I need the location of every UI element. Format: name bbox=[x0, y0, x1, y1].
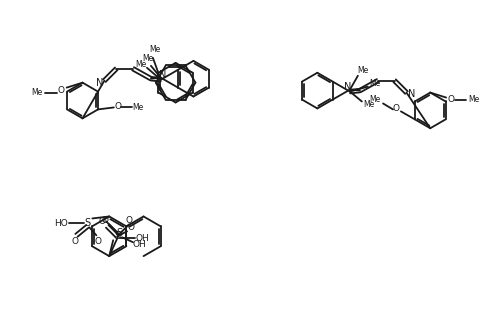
Text: Me: Me bbox=[149, 45, 160, 54]
Text: Me: Me bbox=[135, 60, 146, 69]
Text: O: O bbox=[125, 216, 132, 225]
Text: O: O bbox=[99, 217, 105, 226]
Text: O: O bbox=[114, 102, 121, 111]
Text: O: O bbox=[95, 237, 102, 246]
Text: N: N bbox=[344, 82, 351, 92]
Text: Me: Me bbox=[31, 88, 42, 97]
Text: Me: Me bbox=[142, 54, 153, 63]
Text: HO: HO bbox=[54, 219, 67, 228]
Text: S: S bbox=[84, 218, 90, 228]
Text: C: C bbox=[160, 76, 161, 77]
Text: Me: Me bbox=[363, 100, 374, 109]
Text: Me: Me bbox=[132, 103, 143, 112]
Text: S: S bbox=[116, 228, 122, 238]
Text: O: O bbox=[127, 223, 134, 232]
Text: O: O bbox=[102, 216, 108, 225]
Text: OH: OH bbox=[135, 234, 148, 243]
Text: Me: Me bbox=[357, 66, 368, 75]
Text: N: N bbox=[159, 70, 166, 80]
Text: OH: OH bbox=[132, 240, 145, 249]
Text: O: O bbox=[392, 104, 399, 113]
Text: O: O bbox=[57, 86, 64, 95]
Text: Me: Me bbox=[368, 79, 380, 88]
Text: N: N bbox=[407, 89, 414, 99]
Text: O: O bbox=[71, 237, 78, 246]
Text: N: N bbox=[96, 78, 103, 88]
Text: Me: Me bbox=[468, 95, 479, 104]
Text: Me: Me bbox=[369, 95, 380, 104]
Text: S: S bbox=[114, 231, 120, 241]
Text: O: O bbox=[447, 95, 454, 104]
